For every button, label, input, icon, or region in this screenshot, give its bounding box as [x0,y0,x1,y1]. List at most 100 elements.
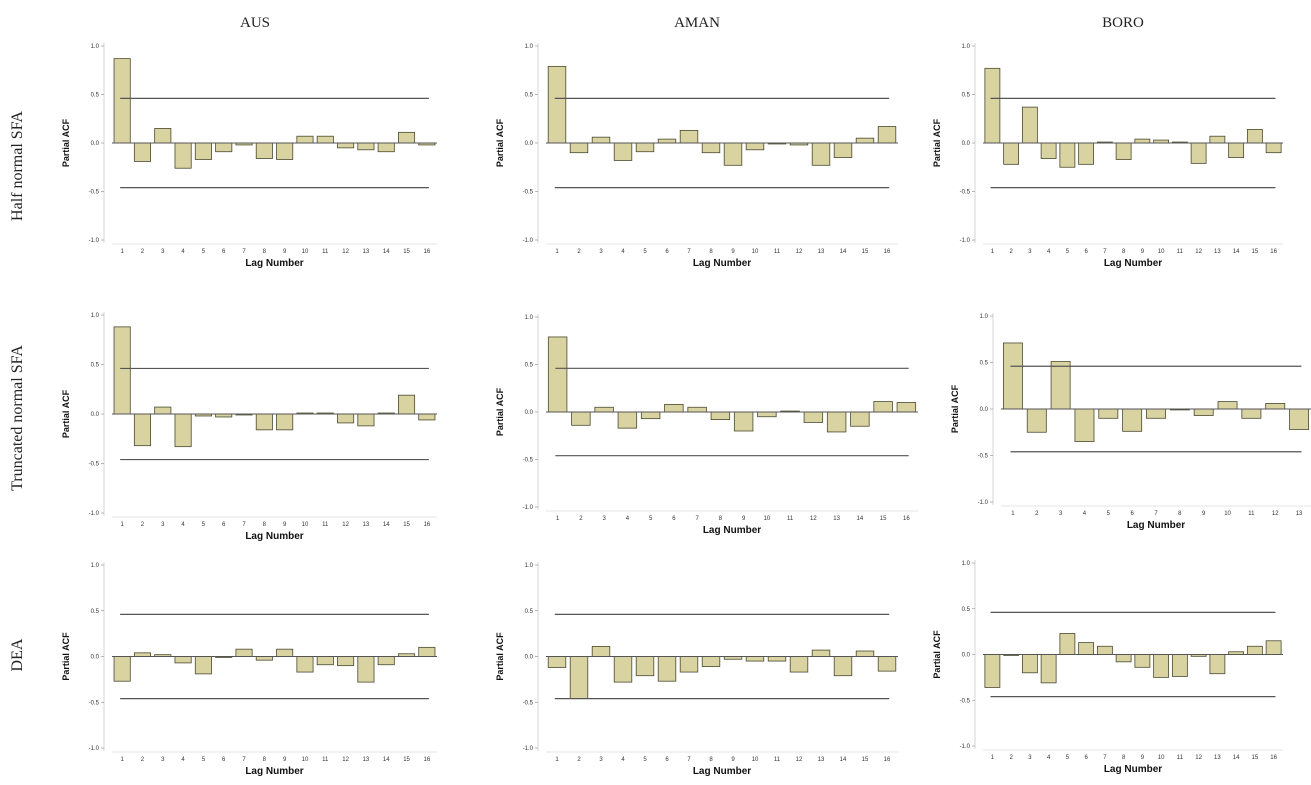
x-tick-label: 5 [1066,249,1070,255]
pacf-bar [357,413,375,427]
x-axis-title: Lag Number [1104,764,1162,775]
y-tick-label: -1.0 [89,511,100,517]
pacf-bar [174,142,192,169]
x-tick-label: 2 [577,249,581,255]
pacf-bar [547,656,567,668]
pacf-bar [984,654,1001,688]
pacf-bar [1171,654,1188,677]
pacf-bar [255,656,273,661]
x-tick-label: 6 [1130,511,1134,517]
pacf-bar [640,411,661,420]
x-tick-label: 1 [120,522,124,528]
pacf-bar [789,656,809,673]
pacf-bar [1026,408,1047,433]
x-tick-label: 2 [579,516,583,522]
x-tick-label: 16 [884,249,891,255]
pacf-bar [1059,142,1076,168]
x-tick-label: 13 [363,757,370,763]
x-tick-label: 3 [599,249,603,255]
pacf-panel: 1.00.50.0-0.5-1.01 2 3 4 5 6 7 8 9 10 11 12 13 14 15 16… [932,560,1283,775]
pacf-bar [896,402,917,413]
x-tick-label: 9 [283,757,287,763]
pacf-bar [1078,642,1095,655]
pacf-bar [657,138,677,144]
x-tick-label: 12 [1272,511,1279,517]
x-tick-label: 7 [1103,755,1107,761]
x-tick-label: 1 [991,755,995,761]
y-tick-label: 0.5 [962,93,971,99]
x-axis-title: Lag Number [245,766,303,777]
y-tick-label: 1.0 [525,563,534,569]
y-tick-label: 0.0 [91,655,100,661]
pacf-bar [1115,142,1132,160]
x-tick-label: 4 [621,757,625,763]
pacf-bar [745,656,765,662]
x-tick-label: 5 [643,249,647,255]
x-tick-label: 15 [862,757,869,763]
y-tick-label: 1.0 [91,563,100,569]
pacf-bar [733,411,754,432]
x-tick-label: 16 [1270,249,1277,255]
pacf-bar [1228,142,1245,158]
y-tick-label: -1.0 [523,505,534,511]
pacf-bar [811,649,831,657]
x-tick-label: 13 [818,757,825,763]
y-tick-label: 0.5 [91,609,100,615]
pacf-panels: 1.00.50.0-0.5-1.01 2 3 4 5 6 7 8 9 10 11 12 13 14 15 16… [61,43,1311,777]
y-tick-label: -0.5 [89,190,100,196]
pacf-bar [418,646,436,657]
x-tick-label: 14 [383,249,390,255]
pacf-bar [1021,106,1038,144]
row-title-dea: DEA [9,638,26,671]
y-tick-label: -1.0 [523,746,534,752]
x-tick-label: 1 [991,249,995,255]
x-tick-label: 6 [222,522,226,528]
x-tick-label: 16 [424,757,431,763]
y-tick-label: -1.0 [960,238,971,244]
x-axis-title: Lag Number [1104,258,1162,269]
x-tick-label: 11 [1248,511,1255,517]
pacf-bar [194,142,212,160]
x-tick-label: 4 [621,249,625,255]
y-tick-label: 0.0 [91,141,100,147]
y-tick-label: 0.0 [962,653,971,659]
x-tick-label: 9 [283,249,287,255]
x-tick-label: 14 [840,249,847,255]
y-axis-title: Partial ACF [932,630,942,679]
column-title-aus: AUS [240,15,270,31]
pacf-bar [1134,654,1151,668]
x-tick-label: 6 [1084,755,1088,761]
pacf-bar [877,656,897,672]
pacf-bar [710,411,731,420]
x-tick-label: 9 [742,516,746,522]
x-tick-label: 9 [1141,755,1145,761]
x-tick-label: 12 [342,522,349,528]
x-tick-label: 11 [787,516,794,522]
x-tick-label: 16 [884,757,891,763]
y-tick-label: -0.5 [960,698,971,704]
pacf-bar [1003,142,1020,165]
y-tick-label: -0.5 [960,190,971,196]
pacf-bar [418,413,436,421]
pacf-bar [679,656,699,673]
pacf-bar [174,413,192,448]
y-axis-title: Partial ACF [495,118,505,167]
x-tick-label: 15 [1252,249,1259,255]
y-tick-label: 0.0 [91,412,100,418]
x-tick-label: 8 [1122,249,1126,255]
y-tick-label: 1.0 [525,44,534,50]
x-tick-label: 10 [302,757,309,763]
pacf-bar [571,411,591,426]
x-tick-label: 15 [880,516,887,522]
pacf-panel: 1.00.50.0-0.5-1.01 2 3 4 5 6 7 8 9 10 11 12 13 14 15 16… [495,314,918,536]
pacf-bar [316,656,334,666]
x-tick-label: 6 [1084,249,1088,255]
x-tick-label: 16 [903,516,910,522]
x-tick-label: 5 [202,249,206,255]
x-tick-label: 1 [120,249,124,255]
y-axis-title: Partial ACF [61,118,71,167]
x-tick-label: 12 [1195,755,1202,761]
pacf-bar [1217,401,1238,410]
x-axis-title: Lag Number [693,766,751,777]
